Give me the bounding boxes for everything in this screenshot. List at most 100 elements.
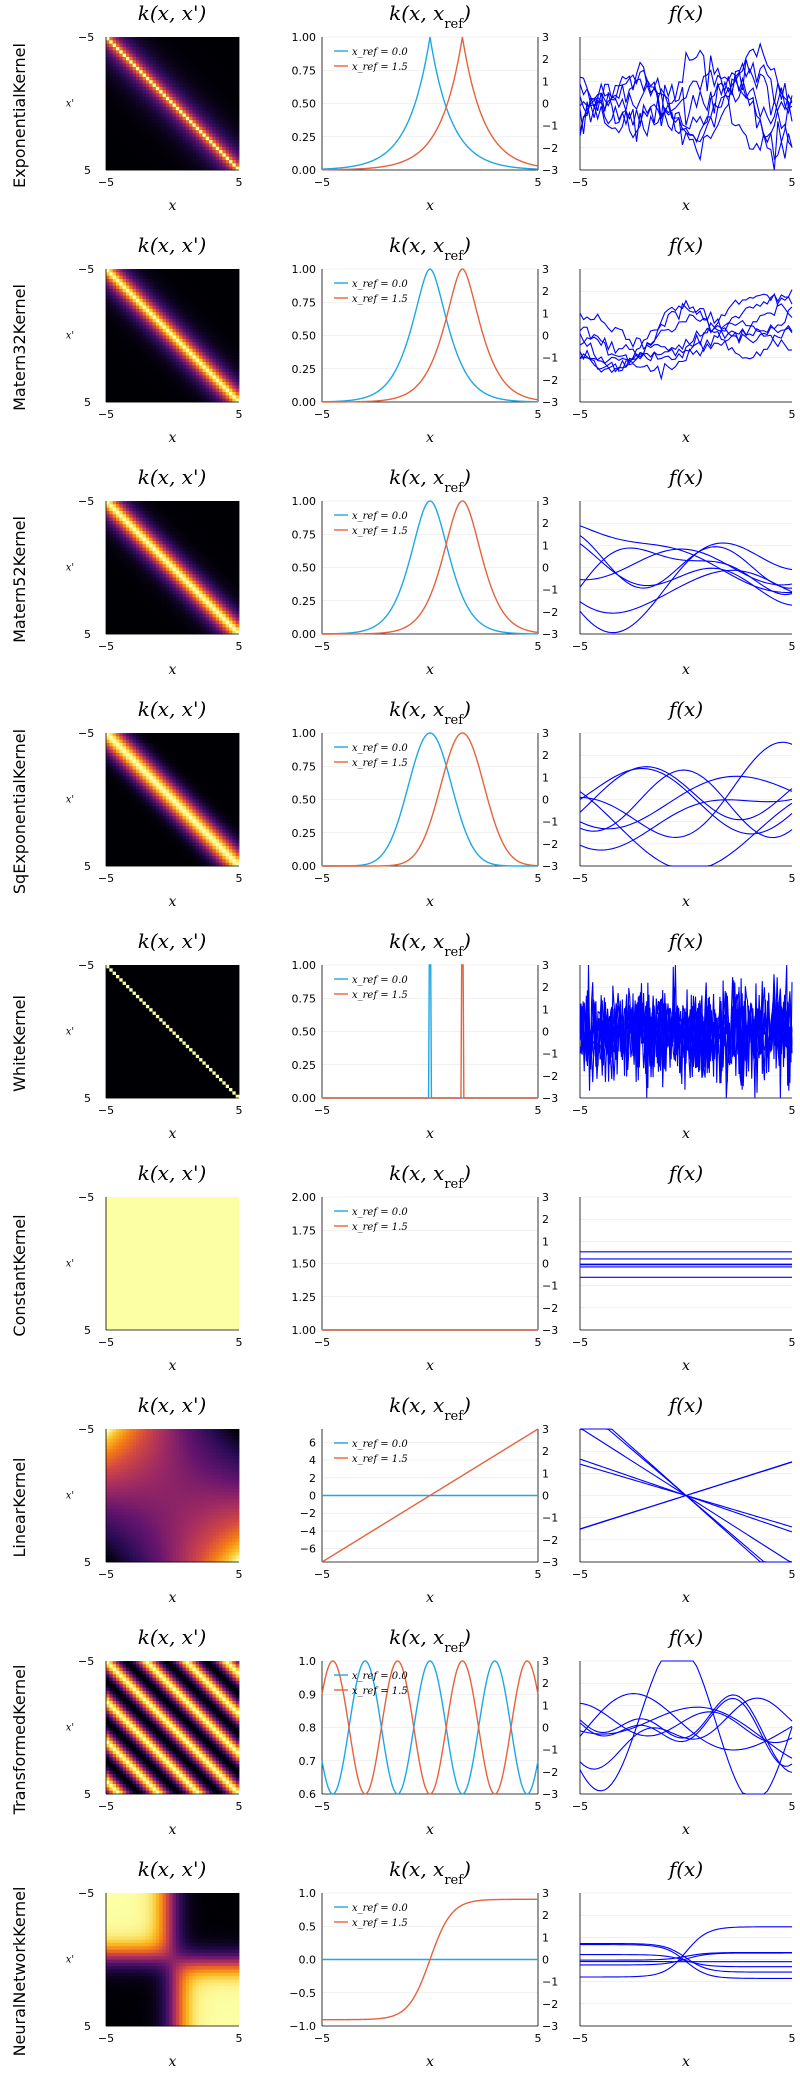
heatmap-cell (232, 540, 237, 545)
heatmap-cell (185, 120, 190, 124)
heatmap-cell (229, 590, 233, 595)
heatmap-cell (125, 63, 130, 68)
heatmap-cell (135, 597, 140, 602)
heatmap-cell (129, 342, 134, 346)
heatmap-cell (169, 37, 173, 41)
heatmap-cell (222, 517, 227, 522)
heatmap-cell (155, 86, 160, 91)
heatmap-cell (122, 338, 127, 343)
heatmap-cell (129, 269, 134, 273)
heatmap-cell (205, 70, 210, 74)
heatmap-cell (179, 282, 183, 287)
heatmap-cell (215, 614, 220, 618)
sample-curve (579, 293, 793, 381)
heatmap-cell (235, 103, 240, 108)
heatmap-cell (235, 594, 240, 598)
heatmap-cell (185, 507, 190, 512)
heatmap-cell (109, 385, 114, 390)
heatmap-cell (199, 278, 203, 283)
heatmap-cell (175, 295, 180, 300)
heatmap-cell (179, 365, 183, 370)
heatmap-cell (199, 166, 203, 171)
heatmap-cell (132, 272, 137, 277)
heatmap-cell (169, 325, 173, 330)
heatmap-cell (145, 136, 150, 141)
heatmap-cell (175, 507, 180, 512)
heatmap-cell (122, 143, 127, 148)
heatmap-cell (172, 584, 177, 588)
heatmap-cell (115, 614, 120, 618)
ref-series-line (321, 500, 539, 635)
heatmap-cell (222, 93, 227, 98)
heatmap-cell (169, 328, 173, 333)
heatmap-cell (195, 584, 200, 588)
heatmap-cell (139, 342, 143, 346)
heatmap-cell (165, 574, 170, 578)
heatmap-cell (135, 372, 140, 376)
heatmap-cell (165, 614, 170, 618)
heatmap-cell (235, 345, 240, 350)
heatmap-cell (185, 153, 190, 158)
heatmap-cell (122, 322, 127, 326)
heatmap-cell (145, 501, 150, 505)
heatmap-cell (106, 348, 110, 353)
heatmap-cell (139, 385, 143, 390)
heatmap-cell (119, 282, 124, 287)
heatmap-cell (229, 597, 233, 602)
heatmap-cell (215, 617, 220, 622)
heatmap-cell (145, 358, 150, 363)
heatmap-cell (232, 530, 237, 535)
heatmap-cell (122, 37, 127, 41)
heatmap-cell (159, 540, 163, 545)
sample-x-label: x (682, 198, 690, 214)
heatmap-cell (112, 302, 117, 306)
heatmap-cell (205, 83, 210, 88)
heatmap-cell (175, 504, 180, 509)
heatmap-cell (125, 335, 130, 340)
sample-curve (579, 59, 793, 139)
heatmap-cell (235, 614, 240, 618)
heatmap-cell (125, 375, 130, 380)
heatmap-cell (195, 133, 200, 138)
heatmap-cell (112, 86, 117, 91)
heatmap-cell (175, 153, 180, 158)
heatmap-cell (109, 355, 114, 360)
heatmap-cell (119, 106, 124, 111)
heatmap-cell (115, 278, 120, 283)
heatmap-cell (232, 627, 237, 632)
heatmap-cell (145, 335, 150, 340)
heatmap-cell (219, 510, 223, 515)
heatmap-cell (182, 554, 187, 558)
heatmap-cell (205, 627, 210, 632)
heatmap-cell (225, 322, 230, 326)
heatmap-cell (229, 504, 233, 509)
heatmap-cell (189, 46, 193, 51)
heatmap-cell (122, 335, 127, 340)
heatmap-cell (219, 100, 223, 104)
heatmap-cell (209, 527, 213, 532)
ref-x-tick: 5 (535, 640, 542, 653)
heatmap-cell (199, 517, 203, 522)
heatmap-cell (162, 504, 167, 509)
heatmap-cell (175, 73, 180, 78)
heatmap-cell (182, 100, 187, 104)
heatmap-cell (205, 560, 210, 565)
heatmap-cell (122, 365, 127, 370)
heatmap-cell (212, 83, 217, 88)
heatmap-cell (135, 574, 140, 578)
heatmap-cell (215, 269, 220, 273)
heatmap-cell (232, 587, 237, 592)
heatmap-cell (162, 60, 167, 65)
heatmap-cell (152, 110, 157, 114)
heatmap-cell (125, 100, 130, 104)
heatmap-cell (152, 530, 157, 535)
heatmap-cell (145, 80, 150, 84)
heatmap-cell (179, 594, 183, 598)
heatmap-cell (115, 76, 120, 81)
heatmap-cell (192, 60, 197, 65)
heatmap-cell (219, 600, 223, 605)
heatmap-cell (189, 308, 193, 313)
heatmap-cell (189, 163, 193, 168)
heatmap-cell (152, 325, 157, 330)
heatmap-cell (232, 510, 237, 515)
